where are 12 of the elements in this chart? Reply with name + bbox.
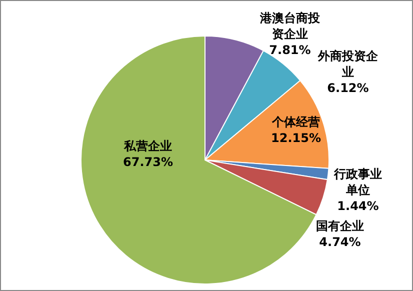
slice-label: 港澳台商投资企业 xyxy=(259,11,321,41)
slice-label: 外商投资企业 xyxy=(317,49,379,79)
data-label: 1.44% xyxy=(337,199,379,213)
slice-label: 个体经营 xyxy=(271,115,320,129)
slice-label: 行政事业单位 xyxy=(333,167,382,197)
data-label: 6.12% xyxy=(327,81,369,95)
data-label: 67.73% xyxy=(123,155,173,169)
data-label: 7.81% xyxy=(269,43,311,57)
slice-label: 私营企业 xyxy=(123,139,172,153)
data-label: 12.15% xyxy=(271,131,321,145)
slice-label: 国有企业 xyxy=(316,219,364,233)
data-label: 4.74% xyxy=(319,235,361,249)
